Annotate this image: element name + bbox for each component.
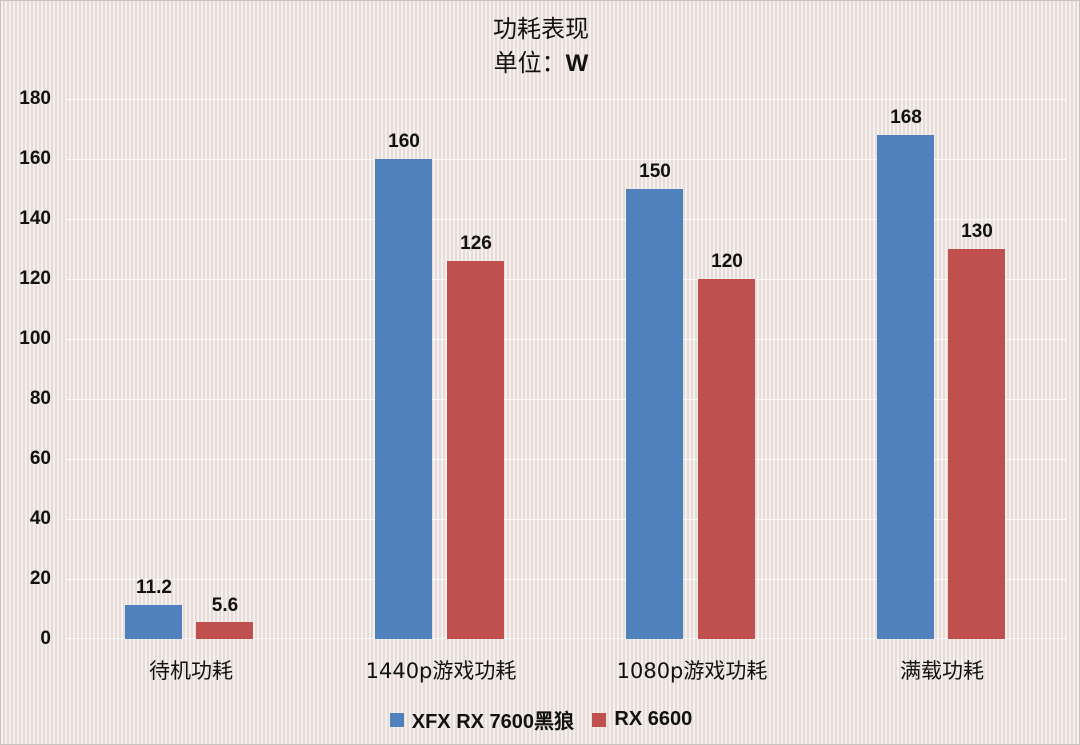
- legend: XFX RX 7600黑狼 RX 6600: [1, 705, 1080, 734]
- gridline: [66, 99, 1066, 100]
- legend-swatch-blue-icon: [389, 712, 404, 727]
- y-tick: 20: [29, 568, 51, 589]
- chart-subtitle: 单位：W: [1, 43, 1080, 78]
- gridline: [66, 459, 1066, 460]
- x-category-label: 满载功耗: [900, 659, 984, 683]
- y-tick: 40: [29, 508, 51, 529]
- unit-prefix: 单位：: [493, 49, 566, 77]
- bar-series1-fullload[interactable]: [877, 135, 934, 639]
- gridline: [66, 579, 1066, 580]
- unit-label: W: [565, 50, 589, 77]
- axis-baseline: [66, 638, 1066, 639]
- gridline: [66, 339, 1066, 340]
- x-category-label: 1080p游戏功耗: [616, 659, 768, 683]
- value-label: 160: [388, 131, 420, 152]
- legend-item-series1[interactable]: XFX RX 7600黑狼: [389, 705, 575, 734]
- x-category-label: 1440p游戏功耗: [365, 659, 517, 683]
- bar-series2-fullload[interactable]: [948, 249, 1005, 639]
- chart-title: 功耗表现: [493, 15, 589, 43]
- y-tick: 160: [19, 148, 51, 169]
- y-tick: 120: [19, 268, 51, 289]
- legend-label: RX 6600: [614, 708, 693, 730]
- legend-item-series2[interactable]: RX 6600: [592, 708, 692, 731]
- value-label: 126: [460, 233, 492, 254]
- x-category-label: 待机功耗: [149, 659, 233, 683]
- gridline: [66, 279, 1066, 280]
- bar-series2-1440p[interactable]: [447, 261, 504, 639]
- bar-series1-idle[interactable]: [125, 605, 182, 639]
- y-tick: 100: [19, 328, 51, 349]
- legend-swatch-red-icon: [592, 712, 607, 727]
- bar-series2-1080p[interactable]: [698, 279, 755, 639]
- value-label: 168: [890, 107, 922, 128]
- y-tick: 180: [19, 88, 51, 109]
- bar-series2-idle[interactable]: [196, 622, 253, 639]
- value-label: 11.2: [136, 577, 172, 598]
- gridline: [66, 159, 1066, 160]
- bar-series1-1080p[interactable]: [626, 189, 683, 639]
- y-tick: 0: [40, 628, 51, 649]
- value-label: 120: [711, 251, 743, 272]
- legend-label: XFX RX 7600黑狼: [411, 711, 575, 733]
- plot-area: 11.2 5.6 160 126 150 120 168 130: [66, 99, 1066, 639]
- y-tick: 60: [29, 448, 51, 469]
- bar-series1-1440p[interactable]: [375, 159, 432, 639]
- y-tick: 80: [29, 388, 51, 409]
- gridline: [66, 399, 1066, 400]
- value-label: 150: [639, 161, 671, 182]
- value-label: 5.6: [211, 595, 239, 616]
- value-label: 130: [961, 221, 993, 242]
- y-tick: 140: [19, 208, 51, 229]
- gridline: [66, 219, 1066, 220]
- gridline: [66, 519, 1066, 520]
